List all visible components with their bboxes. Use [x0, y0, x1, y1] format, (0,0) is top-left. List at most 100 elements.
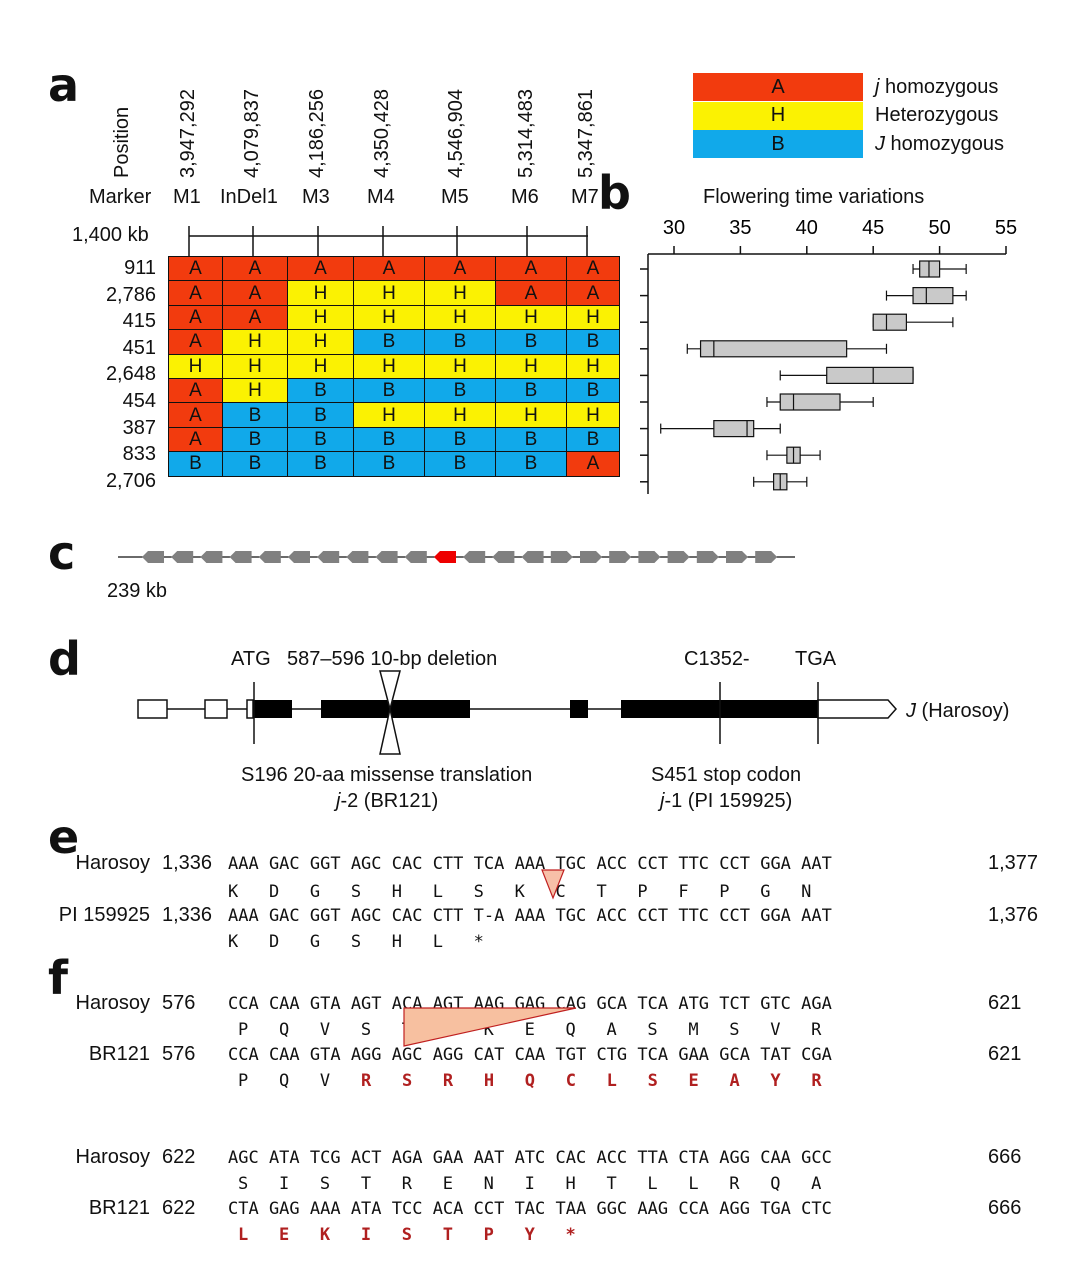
coding-exon-3: [570, 700, 588, 718]
utr-exon-1: [137, 699, 168, 719]
panel-label-a: a: [48, 58, 80, 112]
dna-sequence: CCA CAA GTA AGG AGC AGG CAT CAA TGT CTG …: [228, 1045, 832, 1065]
protein-sequence: P Q V: [238, 1071, 331, 1091]
legend-swatch: A: [693, 73, 863, 101]
box: [912, 286, 954, 305]
genotype-cell: H: [168, 353, 223, 379]
sequence-start: 1,336: [162, 904, 213, 926]
genotype-cell: H: [495, 304, 567, 331]
genotype-cell: B: [168, 451, 223, 477]
dna-sequence: CCA CAA GTA AGT ACA AGT AAG GAG CAG GCA …: [228, 994, 832, 1014]
genotype-cell: A: [168, 402, 223, 428]
gene-arrow: [200, 551, 223, 563]
genotype-cell: B: [424, 329, 496, 355]
row-label: 415: [122, 310, 156, 333]
gene-arrow: [667, 551, 690, 563]
gene-arrow: [288, 551, 310, 563]
scale-label-239kb: 239 kb: [107, 580, 168, 602]
row-label: 833: [122, 443, 156, 466]
gene-arrow: [346, 551, 369, 563]
gene-structure: [137, 670, 898, 755]
genotype-cell: A: [168, 304, 223, 331]
highlighted-gene: [434, 551, 456, 563]
genotype-cell: A: [495, 280, 567, 306]
genotype-cell: A: [168, 377, 223, 404]
legend-swatch: H: [693, 101, 863, 130]
genotype-cell: B: [353, 329, 425, 355]
atg-label: ATG: [231, 648, 271, 670]
scale-label-1400kb: 1,400 kb: [72, 224, 149, 246]
dna-sequence: CTA GAG AAA ATA TCC ACA CCT TAC TAA GGC …: [228, 1199, 832, 1219]
genotype-cell: A: [353, 255, 425, 282]
gene-arrow: [696, 551, 719, 563]
panel-label-b: b: [598, 166, 631, 220]
sequence-name: Harosoy: [75, 852, 150, 874]
genotype-cell: H: [566, 304, 620, 331]
panel-label-c: c: [48, 526, 76, 580]
genotype-cell: H: [287, 353, 354, 379]
gene-arrow: [609, 551, 632, 563]
genotype-cell: B: [424, 451, 496, 477]
mutant-protein-sequence: L E K I S T P Y *: [238, 1225, 576, 1245]
gene-arrow: [755, 551, 778, 563]
sequence-end: 666: [988, 1146, 1022, 1168]
legend-item: B J homozygous: [693, 130, 1004, 158]
sequence-start: 622: [162, 1146, 196, 1168]
sequence-start: 1,336: [162, 852, 213, 874]
box: [826, 366, 914, 384]
gene-arrow: [317, 551, 340, 563]
genotype-cell: B: [222, 451, 288, 477]
genotype-cell: H: [353, 402, 425, 428]
utr-exon-2: [204, 699, 228, 719]
genotype-cell: B: [287, 402, 354, 428]
genotype-cell: A: [168, 255, 223, 282]
genotype-cell: H: [566, 353, 620, 379]
gene-label-italic: J: [906, 700, 916, 722]
row-label: 2,706: [105, 469, 156, 492]
genotype-cell: H: [424, 353, 496, 379]
box: [872, 313, 907, 331]
genotype-cell: B: [287, 451, 354, 477]
c1352-label: C1352-: [684, 648, 750, 670]
x-tick-label: 35: [729, 217, 751, 239]
sequence-name: Harosoy: [75, 1146, 150, 1168]
genotype-cell: H: [353, 280, 425, 306]
genotype-cell: H: [353, 304, 425, 331]
legend-swatch: B: [693, 130, 863, 158]
marker-name: M3: [302, 186, 330, 208]
gene-arrow: [550, 551, 573, 563]
protein-sequence: K D G S H L *: [228, 932, 484, 952]
genotype-cell: B: [287, 426, 354, 453]
gene-arrow: [229, 551, 252, 563]
j1-label: j-1 (PI 159925): [660, 790, 792, 813]
genotype-cell: B: [287, 377, 354, 404]
row-label: 451: [122, 336, 156, 359]
sequence-end: 621: [988, 1043, 1022, 1065]
stop-highlight-triangle: [541, 869, 565, 900]
genotype-cell: A: [566, 255, 620, 282]
legend-label: j homozygous: [875, 75, 999, 98]
stop-triangle: [541, 869, 565, 900]
stop-codon-label: S451 stop codon: [651, 764, 802, 786]
mutant-protein-sequence: R S R H Q C L S E A Y R: [361, 1071, 822, 1091]
genotype-cell: H: [495, 353, 567, 379]
box: [919, 260, 941, 278]
sequence-start: 576: [162, 992, 196, 1014]
genotype-cell: B: [353, 451, 425, 477]
gene-arrow: [580, 551, 602, 563]
genotype-cell: H: [566, 402, 620, 428]
gene-arrow: [171, 551, 194, 563]
j2-label: j-2 (BR121): [336, 790, 438, 813]
missense-label: S196 20-aa missense translation: [241, 764, 533, 786]
genotype-cell: H: [287, 280, 354, 306]
genotype-cell: B: [424, 426, 496, 453]
gene-label-rest: (Harosoy): [916, 700, 1010, 722]
x-tick-label: 30: [663, 217, 685, 239]
j2-italic: j: [336, 790, 341, 812]
